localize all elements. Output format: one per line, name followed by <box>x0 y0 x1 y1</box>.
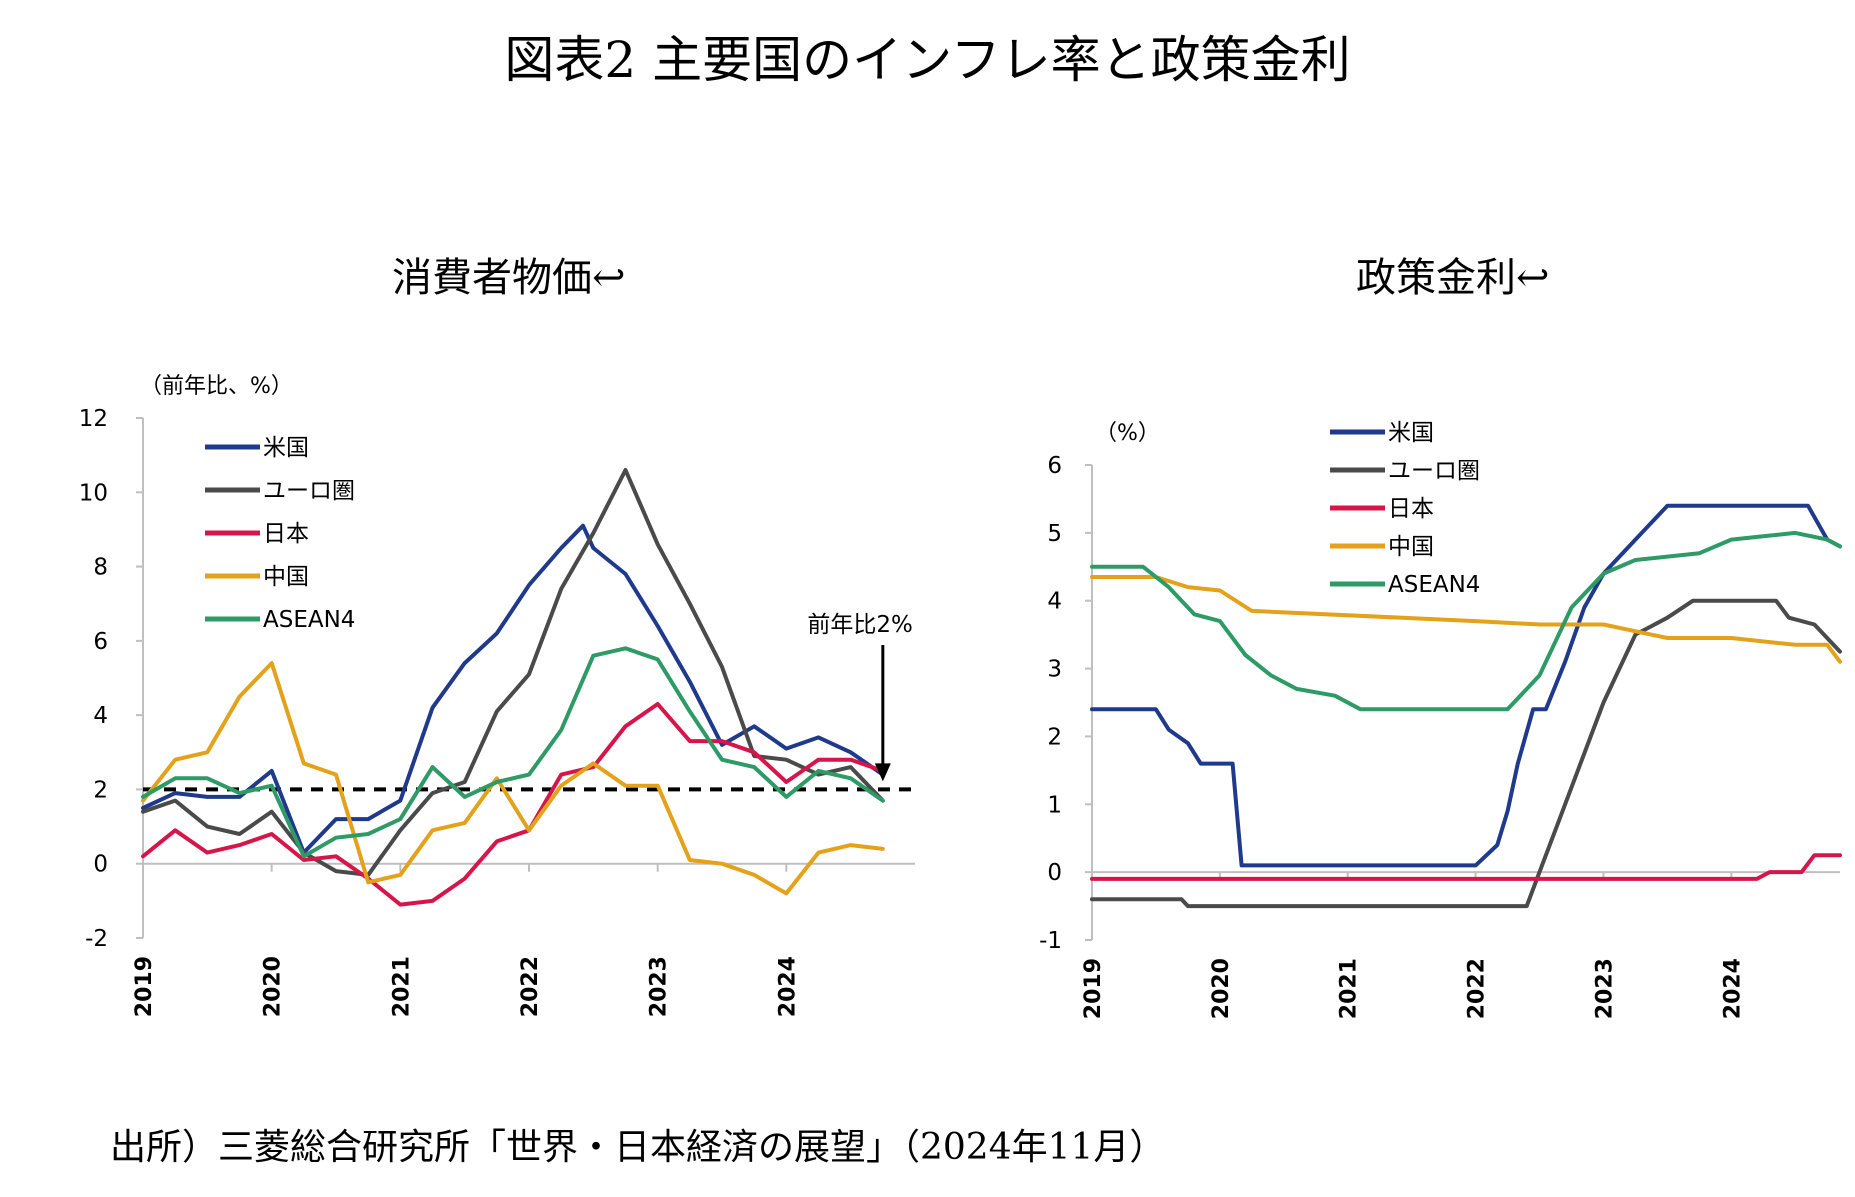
cpi-x-tick-label: 2024 <box>775 956 800 1017</box>
rate-legend-label-japan: 日本 <box>1388 496 1434 522</box>
rate-y-tick-label: -1 <box>1039 928 1062 954</box>
cpi-y-tick-label: 10 <box>79 480 108 506</box>
cpi-y-tick-label: 4 <box>93 703 108 729</box>
rate-y-axis-label: （%） <box>1095 421 1160 446</box>
rate-series-china <box>1090 575 1842 664</box>
cpi-series-japan <box>141 702 885 907</box>
rate-y-tick-label: 3 <box>1047 657 1062 683</box>
cpi-x-tick-label: 2022 <box>518 956 543 1017</box>
rate-x-tick-label: 2019 <box>1081 958 1106 1019</box>
rate-legend-label-china: 中国 <box>1388 534 1434 560</box>
rate-y-tick-label: 6 <box>1047 453 1062 479</box>
cpi-y-axis-label: （前年比、%） <box>140 374 293 399</box>
cpi-x-tick-label: 2019 <box>132 956 157 1017</box>
rate-series-euro <box>1090 598 1842 909</box>
rate-legend-label-asean4: ASEAN4 <box>1388 572 1480 598</box>
cpi-series-asean4 <box>141 646 885 859</box>
cpi-y-tick-label: 2 <box>93 777 108 803</box>
figure-title: 図表2 主要国のインフレ率と政策金利 <box>504 31 1351 89</box>
cpi-y-tick-label: 8 <box>93 555 108 581</box>
rate-x-tick-label: 2020 <box>1209 958 1234 1019</box>
cpi-legend-label-china: 中国 <box>263 564 309 590</box>
policy-rate-chart: -1 0 1 2 3 4 5 6 2019 2020 2021 2022 2023 2024 （%） 米国ユー… <box>1039 420 1842 1019</box>
cpi-legend-label-us: 米国 <box>263 435 309 461</box>
cpi-annotation-arrowhead <box>874 763 891 782</box>
rate-legend-label-us: 米国 <box>1388 420 1434 446</box>
source-note: 出所）三菱総合研究所「世界・日本経済の展望」（2024年11月） <box>110 1127 1166 1168</box>
policy-rate-chart-title: 政策金利↩ <box>1356 255 1550 301</box>
rate-y-tick-label: 0 <box>1047 860 1062 886</box>
rate-x-tick-label: 2022 <box>1465 958 1490 1019</box>
rate-y-tick-label: 2 <box>1047 724 1062 750</box>
cpi-legend-label-asean4: ASEAN4 <box>263 607 355 633</box>
cpi-chart-title: 消費者物価↩ <box>392 255 626 301</box>
rate-y-tick-label: 4 <box>1047 589 1062 615</box>
rate-series-japan <box>1090 853 1842 881</box>
rate-x-tick-label: 2024 <box>1720 958 1745 1019</box>
cpi-y-tick-label: 0 <box>93 852 108 878</box>
rate-y-tick-label: 1 <box>1047 792 1062 818</box>
cpi-annotation-text: 前年比2% <box>807 612 913 638</box>
cpi-legend-label-euro: ユーロ圏 <box>263 478 355 504</box>
cpi-y-tick-label: -2 <box>85 926 108 952</box>
rate-legend-label-euro: ユーロ圏 <box>1388 458 1480 484</box>
cpi-series-china <box>141 661 885 896</box>
cpi-legend-label-japan: 日本 <box>263 521 309 547</box>
cpi-x-tick-label: 2020 <box>261 956 286 1017</box>
cpi-x-tick-label: 2023 <box>647 956 672 1017</box>
rate-x-tick-label: 2023 <box>1592 958 1617 1019</box>
rate-y-tick-label: 5 <box>1047 521 1062 547</box>
rate-series-asean4 <box>1090 530 1842 712</box>
cpi-x-tick-label: 2021 <box>389 956 414 1017</box>
cpi-y-tick-label: 12 <box>79 406 108 432</box>
cpi-y-tick-label: 6 <box>93 629 108 655</box>
rate-series-us <box>1090 503 1842 868</box>
rate-x-tick-label: 2021 <box>1337 958 1362 1019</box>
cpi-chart: -2 0 2 4 6 8 10 12 2019 2020 2021 2022 2023 2024 （前年比、… <box>79 374 915 1017</box>
cpi-series-us <box>141 523 885 855</box>
